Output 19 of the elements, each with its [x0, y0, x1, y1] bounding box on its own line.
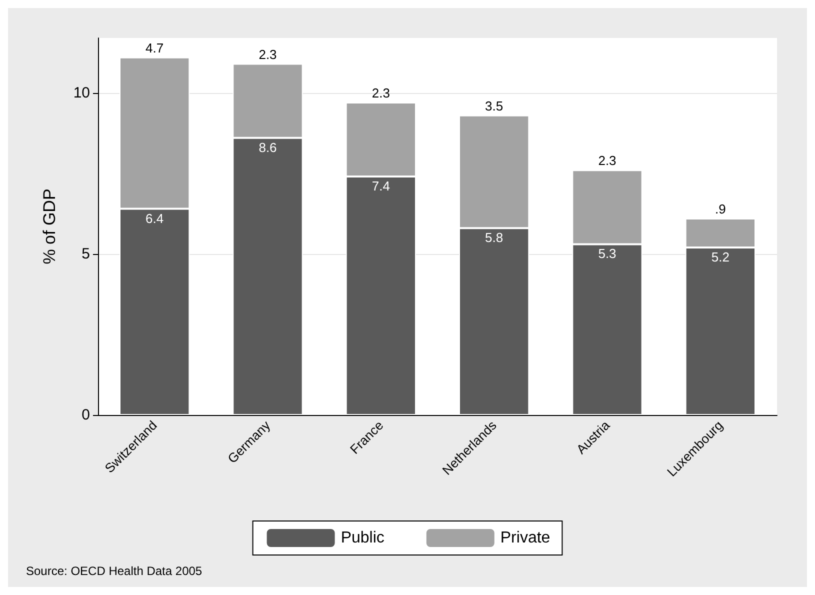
data-label: 8.6: [258, 140, 277, 155]
data-label: 5.3: [598, 246, 616, 262]
data-label: 5.8: [485, 230, 504, 246]
data-label: 2.3: [372, 85, 390, 100]
source-note: Source: OECD Health Data 2005: [26, 564, 202, 578]
data-label: 2.3: [598, 153, 616, 168]
data-label: 5.2: [711, 249, 730, 264]
legend-label: Private: [500, 530, 550, 546]
legend-label: Public: [340, 530, 384, 546]
y-tick-label: 0: [82, 406, 90, 424]
y-tick-label: 10: [73, 84, 90, 102]
y-tick-label: 5: [82, 245, 90, 262]
data-label: 2.3: [258, 46, 277, 62]
y-axis-title: % of GDP: [40, 188, 59, 264]
data-label: 3.5: [485, 98, 504, 114]
data-label: .9: [714, 201, 726, 216]
data-label: 6.4: [146, 210, 164, 226]
data-label: 7.4: [372, 178, 390, 194]
data-label: 4.7: [146, 40, 164, 56]
